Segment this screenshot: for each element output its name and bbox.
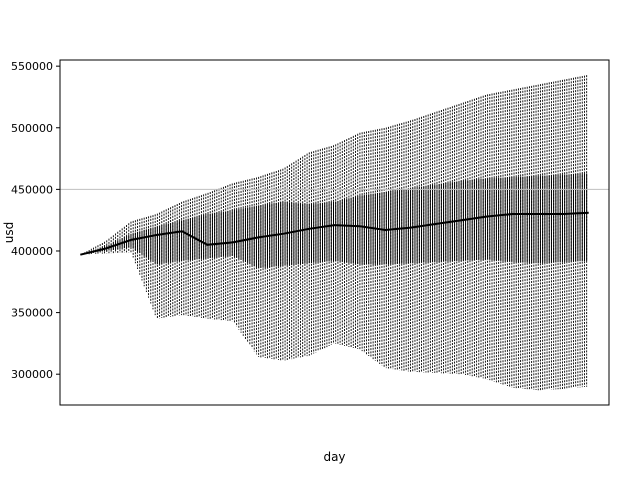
y-axis-label: usd	[2, 222, 16, 243]
plot-frame	[59, 59, 610, 406]
y-tick-label: 400000	[11, 245, 53, 258]
median-line	[80, 211, 589, 256]
uncertainty-bands	[82, 75, 588, 391]
x-axis-label: day	[323, 450, 345, 464]
y-tick-label: 300000	[11, 368, 53, 381]
y-tick-label: 550000	[11, 60, 53, 73]
y-tick-label: 450000	[11, 183, 53, 196]
y-tick-label: 500000	[11, 122, 53, 135]
y-axis: 300000 350000 400000 450000 500000 550000	[11, 60, 60, 381]
plot-background	[60, 60, 609, 405]
y-tick-label: 350000	[11, 307, 53, 320]
